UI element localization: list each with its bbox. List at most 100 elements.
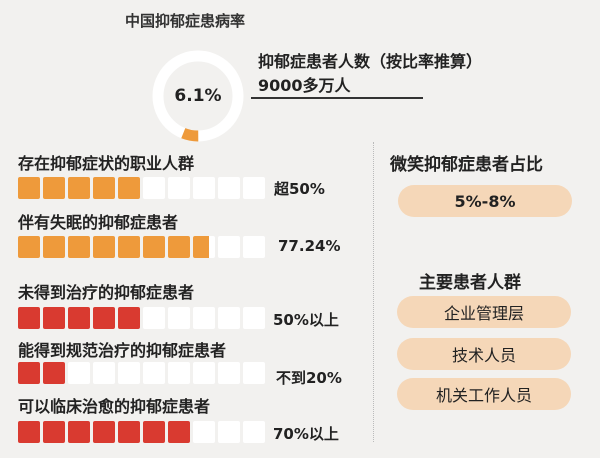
bar-segment bbox=[18, 177, 40, 199]
bar-segment bbox=[218, 421, 240, 443]
bar-segment bbox=[43, 236, 65, 258]
bar-segment bbox=[143, 236, 165, 258]
bar-segment bbox=[118, 307, 140, 329]
bar-segment-fill bbox=[118, 307, 140, 329]
bar-segment bbox=[218, 362, 240, 384]
bar-segment bbox=[93, 236, 115, 258]
bar-segment bbox=[18, 421, 40, 443]
bar-segment-fill bbox=[68, 307, 90, 329]
bar-segment bbox=[168, 177, 190, 199]
stat-row-value: 50%以上 bbox=[273, 311, 339, 329]
bar-segment-fill bbox=[93, 421, 115, 443]
bar-segment bbox=[18, 236, 40, 258]
bar-segment bbox=[193, 236, 215, 258]
bar-segment-fill bbox=[118, 236, 140, 258]
stat-row-value: 不到20% bbox=[276, 369, 342, 387]
bar-segment bbox=[168, 421, 190, 443]
stat-row-title: 伴有失眠的抑郁症患者 bbox=[18, 213, 179, 232]
group-pill: 企业管理层 bbox=[397, 296, 571, 328]
bar-segment bbox=[243, 421, 265, 443]
bar-segment bbox=[93, 362, 115, 384]
bar-segment bbox=[93, 421, 115, 443]
bar-segment bbox=[18, 362, 40, 384]
bar-segment-fill bbox=[168, 421, 190, 443]
bar-segment bbox=[68, 362, 90, 384]
stat-row-value: 超50% bbox=[274, 180, 325, 198]
bar-segment bbox=[168, 362, 190, 384]
bar-segment bbox=[68, 421, 90, 443]
bar-segment-fill bbox=[43, 362, 65, 384]
stat-row-title: 能得到规范治疗的抑郁症患者 bbox=[18, 341, 227, 360]
bar-segment bbox=[68, 307, 90, 329]
stat-bar bbox=[18, 177, 265, 199]
bar-segment bbox=[118, 236, 140, 258]
bar-segment-fill bbox=[143, 421, 165, 443]
bar-segment-fill bbox=[118, 177, 140, 199]
bar-segment-fill bbox=[18, 362, 40, 384]
bar-segment-fill bbox=[93, 177, 115, 199]
group-pill: 技术人员 bbox=[397, 338, 571, 370]
bar-segment bbox=[143, 177, 165, 199]
ring-arc bbox=[181, 127, 199, 142]
bar-segment bbox=[218, 307, 240, 329]
bar-segment bbox=[118, 362, 140, 384]
bar-segment-fill bbox=[43, 177, 65, 199]
bar-segment bbox=[243, 362, 265, 384]
smile-value-pill: 5%-8% bbox=[398, 185, 572, 217]
bar-segment bbox=[68, 236, 90, 258]
bar-segment bbox=[68, 177, 90, 199]
patient-count-label: 抑郁症患者人数（按比率推算） bbox=[258, 52, 483, 71]
bar-segment bbox=[243, 177, 265, 199]
bar-segment bbox=[43, 307, 65, 329]
bar-segment-fill bbox=[18, 307, 40, 329]
bar-segment-fill bbox=[118, 421, 140, 443]
stat-row: 伴有失眠的抑郁症患者 bbox=[18, 209, 178, 233]
bar-segment bbox=[43, 362, 65, 384]
bar-segment-fill bbox=[93, 236, 115, 258]
bar-segment-fill bbox=[168, 236, 190, 258]
bar-segment bbox=[193, 421, 215, 443]
bar-segment bbox=[193, 362, 215, 384]
bar-segment bbox=[143, 421, 165, 443]
bar-segment bbox=[168, 307, 190, 329]
bar-segment bbox=[118, 421, 140, 443]
stat-row-title: 可以临床治愈的抑郁症患者 bbox=[18, 397, 211, 416]
bar-segment bbox=[143, 362, 165, 384]
bar-segment-fill bbox=[143, 236, 165, 258]
bar-segment bbox=[143, 307, 165, 329]
stat-row: 能得到规范治疗的抑郁症患者 bbox=[18, 337, 226, 361]
prevalence-ring bbox=[152, 50, 244, 142]
patient-count-value: 9000多万人 bbox=[258, 76, 351, 95]
bar-segment bbox=[93, 177, 115, 199]
bar-segment-fill bbox=[18, 421, 40, 443]
stat-row-value: 70%以上 bbox=[273, 425, 339, 443]
smile-title: 微笑抑郁症患者占比 bbox=[390, 155, 543, 175]
column-divider bbox=[373, 142, 374, 442]
bar-segment-fill bbox=[43, 421, 65, 443]
group-pill: 机关工作人员 bbox=[397, 378, 571, 410]
stat-row-title: 存在抑郁症状的职业人群 bbox=[18, 154, 195, 173]
stat-bar bbox=[18, 421, 265, 443]
stat-bar bbox=[18, 362, 265, 384]
groups-title: 主要患者人群 bbox=[419, 273, 521, 293]
bar-segment-fill bbox=[93, 307, 115, 329]
prevalence-rate: 6.1% bbox=[174, 86, 222, 106]
bar-segment-fill bbox=[68, 236, 90, 258]
prevalence-title: 中国抑郁症患病率 bbox=[125, 12, 246, 30]
stat-row-value: 77.24% bbox=[278, 237, 341, 255]
bar-segment-fill bbox=[68, 177, 90, 199]
bar-segment-fill bbox=[43, 236, 65, 258]
bar-segment-fill bbox=[18, 177, 40, 199]
bar-segment bbox=[118, 177, 140, 199]
bar-segment bbox=[243, 307, 265, 329]
stat-row: 存在抑郁症状的职业人群 bbox=[18, 150, 194, 174]
bar-segment bbox=[43, 177, 65, 199]
bar-segment bbox=[168, 236, 190, 258]
bar-segment bbox=[218, 177, 240, 199]
bar-segment bbox=[18, 307, 40, 329]
bar-segment-fill bbox=[193, 236, 209, 258]
count-underline bbox=[251, 97, 423, 99]
bar-segment bbox=[43, 421, 65, 443]
bar-segment-fill bbox=[43, 307, 65, 329]
bar-segment bbox=[218, 236, 240, 258]
